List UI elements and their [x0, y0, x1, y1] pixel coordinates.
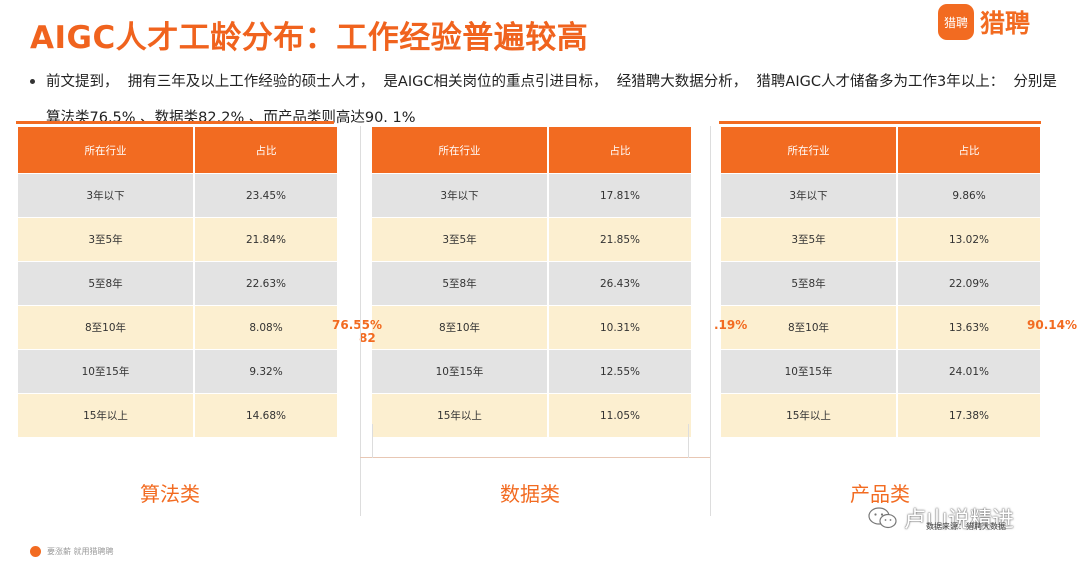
- table-row: 3至5年 21.84%: [18, 218, 337, 261]
- section-divider: [360, 457, 710, 458]
- header-industry: 所在行业: [372, 127, 547, 173]
- table-row: 10至15年 9.32%: [18, 350, 337, 393]
- row-value: 9.86%: [898, 174, 1040, 217]
- row-value: 24.01%: [898, 350, 1040, 393]
- algorithm-side-percent: 76.55%: [332, 318, 382, 332]
- table-row: 5至8年 22.63%: [18, 262, 337, 305]
- row-value: 13.63%: [898, 306, 1040, 349]
- category-label-data: 数据类: [500, 482, 560, 506]
- data-source: 数据来源：猎聘大数据: [926, 522, 1006, 531]
- row-value: 9.32%: [195, 350, 337, 393]
- table-header-row: 所在行业 占比: [18, 127, 337, 173]
- bracket-line: [688, 424, 689, 458]
- row-label: 15年以上: [18, 394, 193, 437]
- row-label: 3年以下: [721, 174, 896, 217]
- row-label: 8至10年: [18, 306, 193, 349]
- row-label: 15年以上: [372, 394, 547, 437]
- table-top-line: [16, 121, 334, 124]
- row-value: 22.09%: [898, 262, 1040, 305]
- data-side-percent: .19%: [714, 318, 748, 332]
- row-value: 22.63%: [195, 262, 337, 305]
- table-row: 15年以上 17.38%: [721, 394, 1040, 437]
- row-value: 21.85%: [549, 218, 691, 261]
- table-header-row: 所在行业 占比: [721, 127, 1040, 173]
- data-table: 所在行业 占比 3年以下 17.81% 3至5年 21.85% 5至8年 26.…: [370, 126, 693, 438]
- table-top-line: [719, 121, 1041, 124]
- footer: 要涨薪 就用猎聘聘: [30, 546, 114, 557]
- row-value: 8.08%: [195, 306, 337, 349]
- row-label: 8至10年: [721, 306, 896, 349]
- table-row: 10至15年 12.55%: [372, 350, 691, 393]
- row-value: 23.45%: [195, 174, 337, 217]
- wechat-watermark: 卢山说精进: [868, 502, 1014, 534]
- bullet-dot-icon: [30, 79, 35, 84]
- footer-slogan: 要涨薪 就用猎聘聘: [47, 547, 114, 556]
- row-value: 10.31%: [549, 306, 691, 349]
- table-row: 15年以上 14.68%: [18, 394, 337, 437]
- bracket-line: [372, 424, 373, 458]
- table-row: 8至10年 13.63%: [721, 306, 1040, 349]
- header-industry: 所在行业: [721, 127, 896, 173]
- table-row: 5至8年 26.43%: [372, 262, 691, 305]
- header-ratio: 占比: [195, 127, 337, 173]
- table-row: 3年以下 23.45%: [18, 174, 337, 217]
- row-label: 8至10年: [372, 306, 547, 349]
- header-ratio: 占比: [898, 127, 1040, 173]
- row-label: 15年以上: [721, 394, 896, 437]
- header-ratio: 占比: [549, 127, 691, 173]
- liepin-logo-text: 猎聘: [980, 9, 1031, 38]
- row-value: 11.05%: [549, 394, 691, 437]
- table-row: 3至5年 13.02%: [721, 218, 1040, 261]
- row-label: 3至5年: [18, 218, 193, 261]
- row-label: 10至15年: [372, 350, 547, 393]
- row-label: 3年以下: [18, 174, 193, 217]
- row-value: 12.55%: [549, 350, 691, 393]
- table-row: 15年以上 11.05%: [372, 394, 691, 437]
- row-label: 3年以下: [372, 174, 547, 217]
- row-label: 5至8年: [18, 262, 193, 305]
- header-industry: 所在行业: [18, 127, 193, 173]
- table-row: 5至8年 22.09%: [721, 262, 1040, 305]
- algorithm-table-block: 所在行业 占比 3年以下 23.45% 3至5年 21.84% 5至8年 22.…: [16, 121, 339, 438]
- table-row: 3至5年 21.85%: [372, 218, 691, 261]
- liepin-logo-icon: 猎聘: [938, 4, 974, 40]
- liepin-dot-icon: [30, 546, 41, 557]
- row-label: 3至5年: [721, 218, 896, 261]
- watermark-text: 卢山说精进: [904, 508, 1015, 533]
- table-row: 8至10年 8.08%: [18, 306, 337, 349]
- liepin-logo: 猎聘 猎聘: [938, 4, 1030, 40]
- product-table: 所在行业 占比 3年以下 9.86% 3至5年 13.02% 5至8年 22.0…: [719, 126, 1042, 438]
- table-row: 8至10年 10.31%: [372, 306, 691, 349]
- row-label: 5至8年: [372, 262, 547, 305]
- row-label: 10至15年: [18, 350, 193, 393]
- table-row: 3年以下 17.81%: [372, 174, 691, 217]
- row-label: 10至15年: [721, 350, 896, 393]
- table-row: 3年以下 9.86%: [721, 174, 1040, 217]
- row-value: 17.81%: [549, 174, 691, 217]
- data-table-block: 所在行业 占比 3年以下 17.81% 3至5年 21.85% 5至8年 26.…: [370, 126, 693, 438]
- algorithm-table: 所在行业 占比 3年以下 23.45% 3至5年 21.84% 5至8年 22.…: [16, 126, 339, 438]
- category-label-product: 产品类: [850, 482, 910, 506]
- section-divider: [360, 126, 361, 516]
- product-table-block: 所在行业 占比 3年以下 9.86% 3至5年 13.02% 5至8年 22.0…: [719, 121, 1042, 438]
- table-row: 10至15年 24.01%: [721, 350, 1040, 393]
- category-label-algorithm: 算法类: [140, 482, 200, 506]
- row-value: 17.38%: [898, 394, 1040, 437]
- table-header-row: 所在行业 占比: [372, 127, 691, 173]
- wechat-icon: [868, 507, 897, 529]
- section-divider: [710, 126, 711, 516]
- row-label: 5至8年: [721, 262, 896, 305]
- data-side-percent-partial: 82: [359, 331, 376, 345]
- product-side-percent: 90.14%: [1027, 318, 1077, 332]
- row-value: 21.84%: [195, 218, 337, 261]
- row-value: 14.68%: [195, 394, 337, 437]
- row-value: 26.43%: [549, 262, 691, 305]
- row-value: 13.02%: [898, 218, 1040, 261]
- row-label: 3至5年: [372, 218, 547, 261]
- page-title: AIGC人才工龄分布：工作经验普遍较高: [30, 20, 589, 56]
